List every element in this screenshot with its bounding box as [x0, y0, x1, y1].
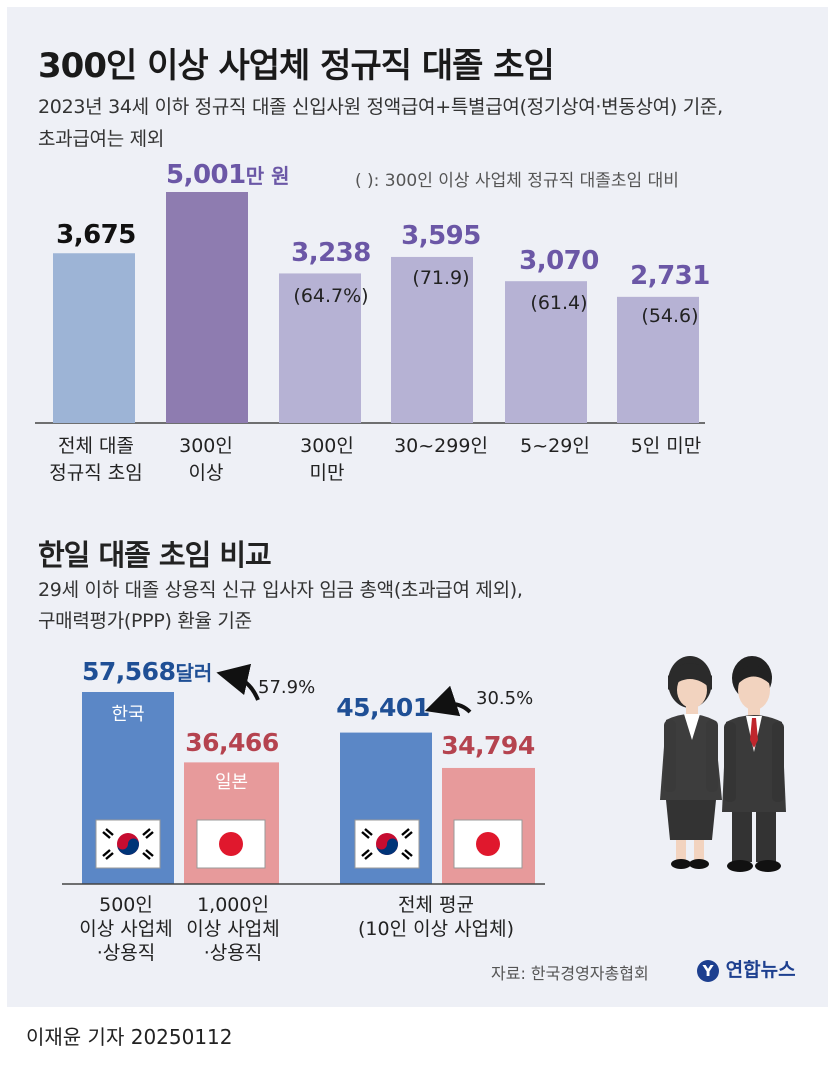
- wage-bar-chart: [35, 192, 705, 424]
- value-japan-average: 34,794: [441, 731, 535, 760]
- section2-subtitle-1: 29세 이하 대졸 상용직 신규 입사자 임금 총액(초과급여 제외),: [38, 579, 523, 601]
- ratio-label-under5: (54.6): [641, 305, 699, 327]
- source-note: 자료: 한국경영자총협회: [491, 964, 649, 983]
- chart-title: 300인 이상 사업체 정규직 대졸 초임: [38, 46, 555, 86]
- bar-300plus: [166, 192, 248, 423]
- category-300plus: 300인 이상: [179, 435, 233, 484]
- bar-5-29: [505, 281, 587, 423]
- unit-dollar: 달러: [175, 661, 213, 685]
- yonhap-logo-icon: Y: [697, 959, 719, 982]
- gap-arrow-2: [424, 685, 472, 717]
- japan-bar-label: 일본: [214, 772, 249, 793]
- ratio-note: ( ): 300인 이상 사업체 정규직 대졸초임 대비: [355, 171, 679, 191]
- ratio-label-5-29: (61.4): [530, 292, 588, 314]
- category-total: 전체 대졸 정규직 초임: [49, 435, 143, 484]
- yonhap-logo: Y 연합뉴스: [697, 955, 796, 982]
- office-workers-icon: [660, 656, 786, 872]
- korea-value-group1: 57,568달러: [82, 657, 212, 686]
- ratio-label-under300: (64.7%): [293, 285, 369, 307]
- japan-flag-icon: [196, 819, 266, 869]
- value-japan-1000plus: 36,466: [185, 728, 279, 757]
- value-label-under5: 2,731: [630, 261, 710, 291]
- ratio-label-30-299: (71.9): [412, 267, 470, 289]
- gap-label-2: 30.5%: [476, 688, 534, 709]
- category-1000plus: 1,000인 이상 사업체 ·상용직: [186, 894, 280, 964]
- value-label-total: 3,675: [56, 220, 136, 250]
- category-under5: 5인 미만: [630, 435, 702, 457]
- category-5-29: 5~29인: [520, 435, 590, 457]
- korea-japan-chart: [62, 656, 786, 885]
- japan-flag-icon: [453, 819, 523, 869]
- category-500plus: 500인 이상 사업체 ·상용직: [79, 894, 173, 964]
- value-300plus: 5,001: [166, 160, 246, 190]
- category-30-299: 30~299인: [394, 435, 488, 457]
- subtitle-line-1: 2023년 34세 이하 정규직 대졸 신입사원 정액급여+특별급여(정기상여·…: [38, 96, 723, 118]
- value-label-5-29: 3,070: [519, 246, 599, 276]
- value-label-300plus: 5,001만 원: [166, 160, 290, 190]
- value-korea-500plus: 57,568: [82, 657, 176, 686]
- byline: 이재윤 기자 20250112: [26, 1025, 233, 1049]
- section2-subtitle-2: 구매력평가(PPP) 환율 기준: [38, 610, 252, 632]
- bar-30-299: [391, 256, 473, 423]
- bar-under300: [279, 273, 361, 423]
- korea-flag-icon: [354, 819, 420, 869]
- category-under300: 300인 미만: [300, 435, 354, 484]
- bar-total: [53, 253, 135, 423]
- value-label-under300: 3,238: [291, 238, 371, 268]
- value-label-30-299: 3,595: [401, 221, 481, 251]
- logo-text: 연합뉴스: [725, 959, 796, 981]
- value-korea-average: 45,401: [336, 693, 430, 722]
- korea-flag-icon: [95, 819, 161, 869]
- korea-bar-label: 한국: [111, 704, 145, 725]
- bar-under5: [617, 296, 699, 423]
- value-unit: 만 원: [245, 164, 290, 188]
- gap-label-1: 57.9%: [258, 677, 316, 698]
- section2-title: 한일 대졸 초임 비교: [38, 538, 272, 572]
- subtitle-line-2: 초과급여는 제외: [38, 128, 165, 150]
- gap-arrow-1: [216, 663, 260, 701]
- category-average: 전체 평균 (10인 이상 사업체): [358, 894, 514, 940]
